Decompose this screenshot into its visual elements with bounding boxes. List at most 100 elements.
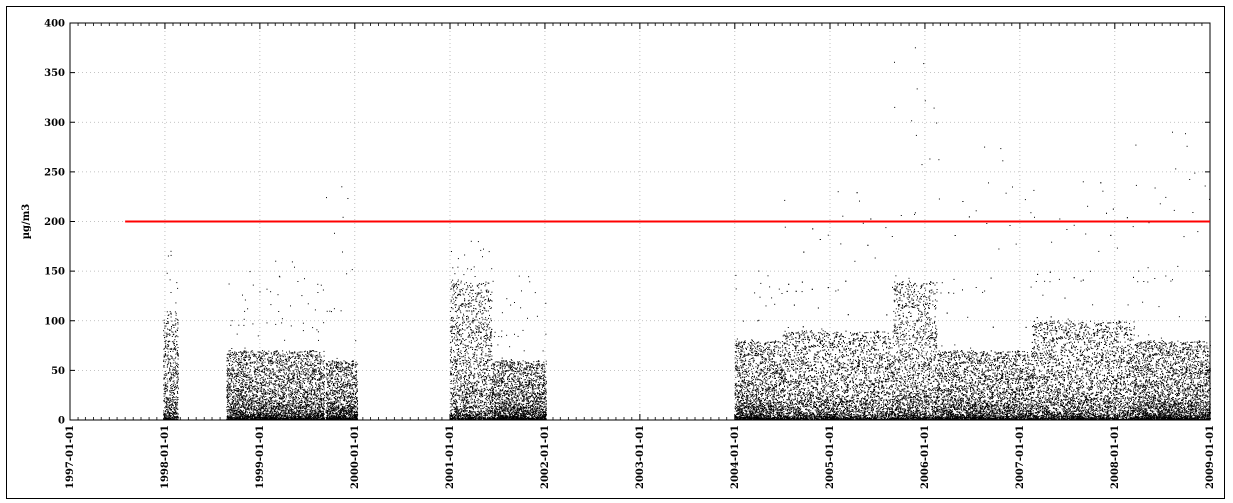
data-point (232, 412, 234, 414)
data-point (168, 399, 170, 401)
data-point (245, 382, 247, 384)
data-point (302, 416, 303, 418)
data-point (231, 411, 233, 413)
data-point (243, 351, 245, 353)
data-point (291, 397, 293, 399)
data-point (293, 414, 295, 416)
data-point (246, 411, 248, 413)
data-point (242, 383, 243, 385)
data-point (226, 409, 228, 411)
data-point (251, 380, 253, 381)
data-point (235, 354, 237, 356)
data-point (170, 365, 172, 367)
data-point (283, 384, 285, 386)
data-point (312, 378, 313, 380)
data-point (250, 419, 252, 421)
data-point (287, 378, 289, 380)
data-point (319, 385, 321, 387)
data-point (311, 411, 313, 413)
data-point (271, 390, 273, 392)
data-point (321, 368, 322, 370)
data-point (172, 380, 174, 382)
data-point (323, 368, 325, 370)
data-point (226, 395, 228, 397)
data-point (249, 388, 250, 390)
data-point (289, 358, 291, 359)
data-point (235, 374, 237, 376)
data-point (322, 398, 324, 400)
data-point (307, 406, 309, 407)
data-point (259, 397, 261, 399)
data-point (170, 313, 172, 315)
data-point (169, 417, 171, 419)
data-point (239, 364, 241, 366)
data-point (177, 322, 179, 323)
data-point (171, 356, 173, 358)
data-point (315, 365, 317, 366)
data-point (272, 400, 274, 402)
data-point (246, 382, 248, 384)
x-tick-label: 2006-01-01 (920, 425, 931, 489)
data-point (281, 398, 283, 399)
data-point (261, 361, 263, 363)
data-point (240, 400, 242, 402)
data-point (299, 386, 301, 388)
data-point (250, 403, 252, 405)
data-point (233, 386, 235, 388)
data-point (261, 386, 263, 388)
data-point (302, 381, 304, 383)
data-point (248, 394, 250, 396)
data-point (170, 254, 172, 256)
data-point (254, 370, 256, 372)
data-point (170, 385, 171, 387)
data-point (303, 394, 305, 396)
data-point (243, 365, 245, 367)
data-point (298, 383, 300, 385)
data-point (233, 361, 235, 363)
data-point (255, 413, 257, 415)
data-point (302, 380, 304, 382)
data-point (296, 412, 298, 414)
data-point (177, 418, 179, 420)
data-point (234, 413, 236, 415)
data-point (176, 282, 178, 284)
data-point (319, 391, 321, 393)
data-point (306, 416, 308, 418)
data-point (288, 405, 290, 407)
data-point (237, 417, 239, 419)
data-point (313, 373, 315, 374)
data-point (164, 418, 166, 420)
data-point (312, 369, 314, 371)
data-point (254, 419, 255, 421)
data-point (264, 399, 266, 400)
data-point (261, 369, 263, 371)
data-point (244, 396, 246, 398)
data-point (323, 386, 324, 388)
data-point (277, 294, 279, 296)
data-point (284, 363, 286, 365)
data-point (174, 366, 176, 368)
data-point (266, 322, 268, 324)
data-point (281, 318, 283, 320)
data-point (235, 365, 237, 367)
data-point (307, 351, 308, 353)
data-point (255, 389, 257, 391)
data-point (227, 390, 229, 392)
data-point (176, 373, 177, 375)
data-point (289, 405, 291, 407)
data-point (171, 409, 172, 410)
data-point (310, 419, 312, 421)
data-point (304, 416, 306, 418)
data-point (256, 358, 258, 359)
data-point (252, 398, 254, 400)
data-point (227, 405, 229, 407)
data-point (314, 406, 316, 408)
data-point (312, 416, 314, 418)
data-point (301, 412, 303, 414)
data-point (163, 366, 165, 368)
data-point (295, 366, 297, 368)
data-point (276, 354, 278, 356)
data-point (165, 414, 167, 416)
data-point (292, 409, 293, 411)
data-point (314, 368, 316, 370)
